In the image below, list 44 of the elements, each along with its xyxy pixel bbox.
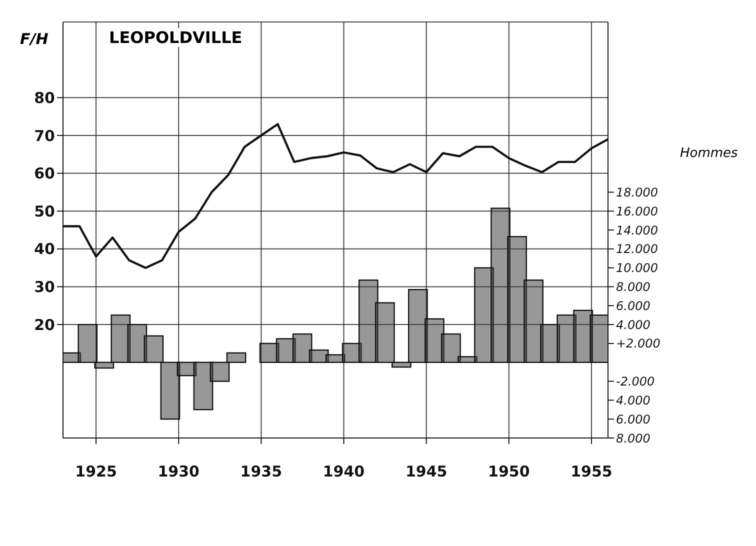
x-tick-label: 1935: [240, 462, 282, 481]
bar: [524, 280, 544, 363]
y-tick-label: 30: [34, 278, 55, 296]
y2-tick-label: -2.000: [616, 374, 656, 389]
bar: [375, 302, 395, 363]
bar: [210, 362, 230, 382]
y2-tick-label: 8.000: [616, 280, 651, 294]
x-tick-label: 1925: [75, 462, 117, 481]
bar: [441, 333, 461, 363]
y2-tick-label: 12.000: [616, 242, 658, 256]
y-tick-label: 50: [34, 202, 55, 220]
y-axis-title: F/H: [20, 30, 48, 48]
y-tick-label: 70: [34, 126, 55, 145]
y-tick-label: 40: [34, 240, 55, 258]
y2-axis-title: Hommes: [680, 146, 738, 161]
y2-tick-label: 6.000: [616, 298, 651, 313]
y2-tick-label: 4.000: [616, 318, 651, 332]
bar: [94, 362, 114, 369]
bar: [392, 362, 412, 368]
x-tick-label: 1950: [488, 462, 530, 481]
y2-tick-label: 16.000: [616, 204, 658, 218]
bar: [292, 333, 312, 363]
y2-tick-label: 10.000: [616, 261, 658, 276]
x-tick-label: 1940: [322, 462, 365, 481]
y2-tick-label: +2.000: [616, 336, 661, 351]
y-tick-label: 20: [34, 316, 55, 334]
chart-title: LEOPOLDVILLE: [103, 28, 248, 47]
x-tick-label: 1955: [570, 462, 612, 481]
bar: [78, 324, 98, 363]
bar: [193, 362, 214, 410]
bar: [308, 349, 329, 363]
y2-tick-label: 8.000: [616, 431, 651, 446]
y-tick-label: 60: [34, 164, 55, 183]
y-tick-label: 80: [34, 88, 55, 107]
bar: [160, 362, 180, 420]
bar: [408, 288, 428, 363]
y2-tick-label: 4.000: [616, 393, 651, 408]
x-tick-label: 1930: [158, 462, 200, 481]
bar: [144, 335, 164, 363]
y2-tick-label: 6.000: [616, 412, 651, 426]
x-tick-label: 1945: [405, 462, 448, 481]
y2-tick-label: 18.000: [616, 185, 658, 200]
y2-tick-label: 14.000: [616, 223, 658, 238]
bar: [226, 352, 246, 363]
